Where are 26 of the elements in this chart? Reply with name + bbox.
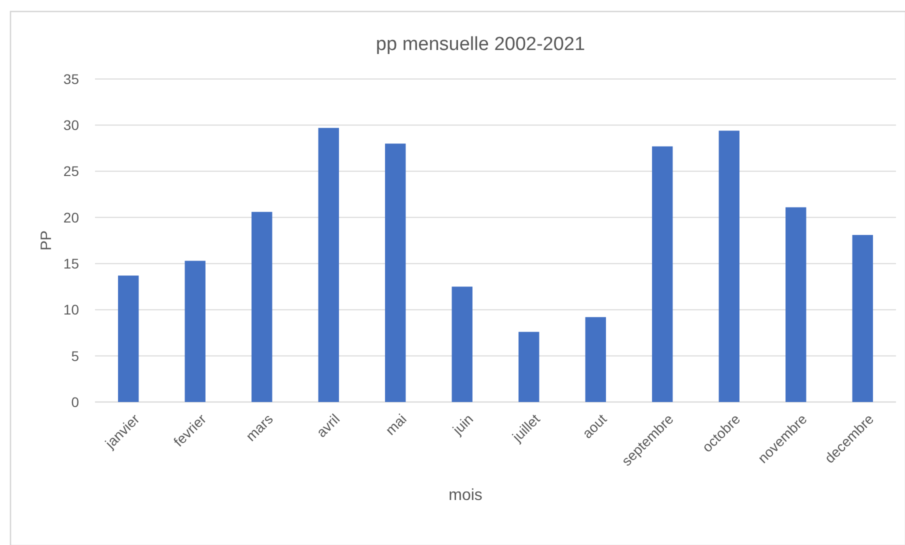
bar (184, 260, 206, 402)
y-tick-label: 25 (63, 163, 80, 180)
y-axis-title: PP (38, 230, 55, 251)
y-tick-label: 30 (63, 117, 80, 134)
bar (452, 286, 472, 402)
bar (118, 276, 139, 402)
y-tick-label: 0 (71, 394, 80, 410)
chart-title: pp mensuelle 2002-2021 (376, 34, 586, 55)
x-tick-label: avril (313, 410, 343, 440)
y-tick-label: 35 (63, 70, 80, 87)
x-tick-label: juin (448, 410, 476, 438)
y-tick-label: 20 (63, 209, 80, 226)
bar (585, 317, 606, 402)
y-tick-label: 5 (71, 348, 80, 364)
bar (852, 234, 873, 402)
bar (318, 128, 339, 402)
y-tick-label: 15 (63, 255, 80, 272)
y-tick-label: 10 (63, 302, 80, 318)
x-tick-label: mai (382, 410, 410, 438)
bar (385, 144, 406, 402)
bar (652, 146, 673, 402)
bar (718, 130, 740, 402)
x-axis-title: mois (448, 487, 482, 504)
bar (786, 207, 806, 402)
bar (252, 212, 272, 402)
bar (518, 332, 540, 402)
